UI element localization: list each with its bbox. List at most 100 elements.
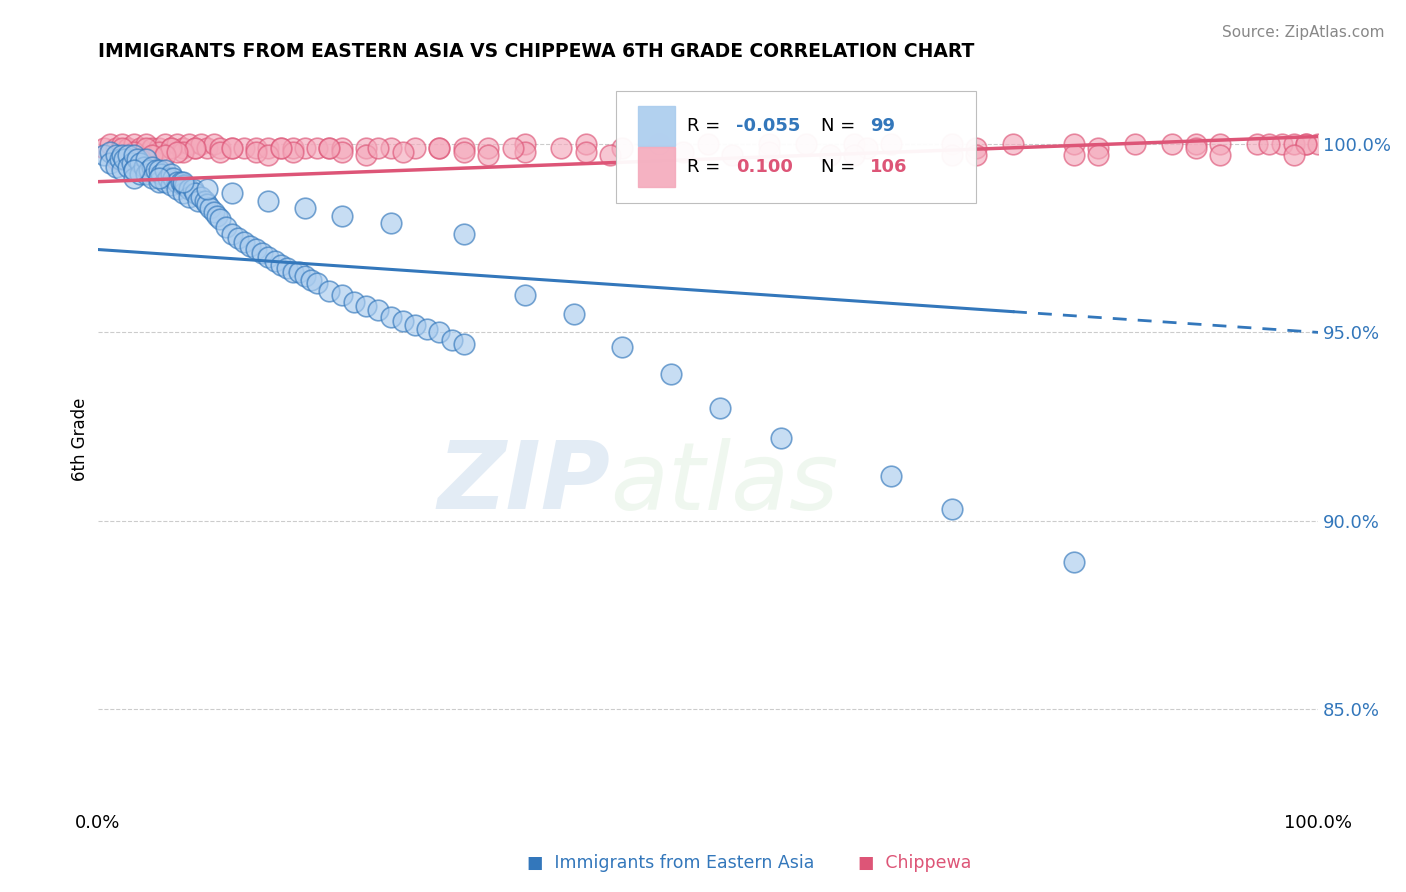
Point	[612, 341, 634, 355]
Point	[453, 141, 475, 155]
Point	[215, 219, 238, 234]
Point	[104, 141, 127, 155]
Point	[221, 227, 243, 242]
Point	[330, 145, 353, 159]
Point	[299, 272, 322, 286]
Point	[270, 141, 292, 155]
Point	[135, 167, 157, 181]
Point	[880, 136, 903, 151]
Point	[294, 201, 316, 215]
Point	[307, 141, 329, 155]
Text: 0.100: 0.100	[735, 158, 793, 176]
Point	[1185, 141, 1208, 155]
Bar	[638, 147, 675, 187]
Point	[502, 141, 524, 155]
Point	[245, 243, 267, 257]
Point	[380, 141, 402, 155]
Point	[453, 336, 475, 351]
Point	[440, 333, 463, 347]
Point	[416, 321, 439, 335]
Point	[270, 258, 292, 272]
Point	[172, 186, 194, 200]
Text: -0.055: -0.055	[735, 117, 800, 135]
Text: ZIP: ZIP	[437, 437, 610, 529]
Point	[108, 152, 131, 166]
Point	[648, 136, 671, 151]
Point	[855, 141, 877, 155]
Point	[166, 136, 188, 151]
Point	[270, 141, 292, 155]
Point	[257, 148, 280, 162]
Point	[122, 170, 145, 185]
Point	[257, 250, 280, 264]
Point	[104, 148, 127, 162]
Point	[1282, 148, 1305, 162]
Point	[121, 156, 143, 170]
Point	[111, 141, 134, 155]
Text: Source: ZipAtlas.com: Source: ZipAtlas.com	[1222, 25, 1385, 40]
Point	[758, 136, 780, 151]
Point	[965, 141, 987, 155]
Point	[233, 141, 256, 155]
Text: R =: R =	[688, 158, 725, 176]
Point	[965, 148, 987, 162]
Point	[104, 160, 127, 174]
Point	[276, 261, 298, 276]
Point	[1185, 136, 1208, 151]
Point	[166, 145, 188, 159]
Point	[172, 141, 194, 155]
Y-axis label: 6th Grade: 6th Grade	[72, 398, 89, 482]
Point	[391, 145, 413, 159]
Point	[93, 141, 115, 155]
Point	[169, 175, 191, 189]
Point	[721, 148, 744, 162]
Point	[257, 141, 280, 155]
Point	[198, 201, 221, 215]
Point	[190, 136, 212, 151]
Point	[150, 167, 173, 181]
Point	[330, 209, 353, 223]
Point	[159, 167, 181, 181]
FancyBboxPatch shape	[616, 91, 976, 203]
Point	[166, 175, 188, 189]
Point	[575, 136, 598, 151]
Point	[179, 190, 201, 204]
Point	[221, 186, 243, 200]
Point	[880, 468, 903, 483]
Point	[354, 148, 377, 162]
Point	[117, 160, 139, 174]
Point	[221, 141, 243, 155]
Point	[1063, 555, 1085, 569]
Point	[117, 152, 139, 166]
Point	[453, 227, 475, 242]
Point	[129, 156, 152, 170]
Point	[709, 401, 731, 415]
Point	[1160, 136, 1182, 151]
Point	[145, 163, 167, 178]
Point	[612, 141, 634, 155]
Point	[125, 152, 148, 166]
Point	[477, 141, 499, 155]
Point	[159, 141, 181, 155]
Point	[111, 136, 134, 151]
Point	[1258, 136, 1281, 151]
Point	[245, 145, 267, 159]
Point	[184, 141, 207, 155]
Bar	[638, 105, 675, 145]
Point	[330, 141, 353, 155]
Point	[1001, 136, 1024, 151]
Point	[153, 163, 176, 178]
Point	[184, 186, 207, 200]
Point	[281, 265, 304, 279]
Point	[190, 190, 212, 204]
Point	[226, 231, 249, 245]
Point	[1246, 136, 1268, 151]
Text: ■  Chippewa: ■ Chippewa	[858, 855, 972, 872]
Point	[513, 136, 536, 151]
Point	[197, 141, 219, 155]
Point	[148, 170, 170, 185]
Point	[294, 268, 316, 283]
Point	[427, 326, 450, 340]
Point	[1063, 148, 1085, 162]
Point	[1209, 136, 1232, 151]
